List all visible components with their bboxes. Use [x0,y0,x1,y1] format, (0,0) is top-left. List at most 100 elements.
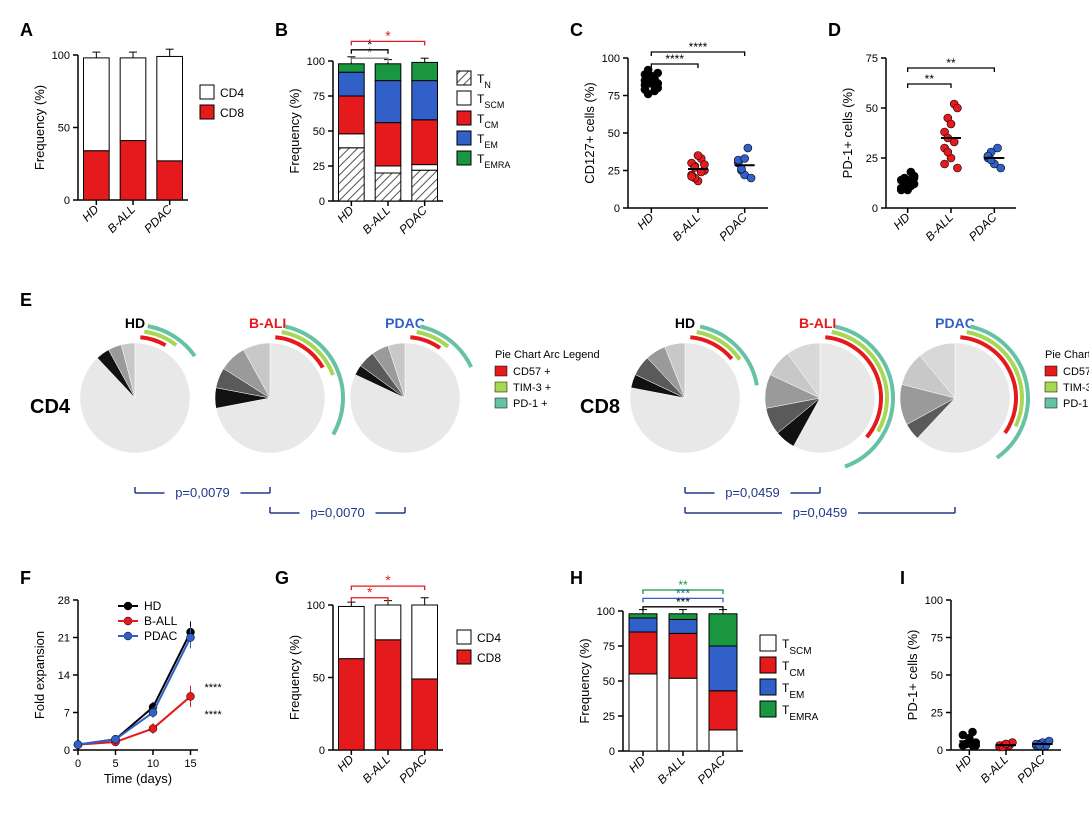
svg-text:PDAC: PDAC [396,752,430,786]
svg-text:Pie Chart Arc Legend: Pie Chart Arc Legend [1045,349,1089,361]
svg-text:HD: HD [334,203,356,225]
svg-text:HD: HD [79,202,101,224]
svg-text:p=0,0459: p=0,0459 [793,505,848,520]
svg-text:25: 25 [608,166,620,178]
svg-text:TEM: TEM [782,681,804,701]
svg-text:TIM-3 +: TIM-3 + [513,382,551,394]
svg-text:B-ALL: B-ALL [360,752,393,785]
svg-text:PD-1 +: PD-1 + [513,398,548,410]
svg-text:PDAC: PDAC [1014,752,1048,786]
svg-text:TIM-3 +: TIM-3 + [1063,382,1089,394]
panel-label-i: I [900,568,905,589]
svg-text:CD127+ cells (%): CD127+ cells (%) [582,82,597,184]
svg-text:TCM: TCM [782,659,805,679]
svg-text:*: * [385,572,391,588]
svg-text:50: 50 [313,126,325,138]
svg-text:28: 28 [58,595,70,607]
svg-text:7: 7 [64,708,70,720]
svg-text:PDAC: PDAC [141,202,175,236]
svg-text:0: 0 [609,746,615,758]
svg-text:10: 10 [147,758,159,770]
svg-text:TEM: TEM [477,132,498,150]
svg-text:5: 5 [112,758,118,770]
svg-text:75: 75 [866,53,878,65]
svg-text:**: ** [925,72,935,86]
svg-text:CD4: CD4 [220,86,244,100]
svg-text:0: 0 [937,745,943,757]
svg-text:PDAC: PDAC [935,315,975,331]
svg-text:25: 25 [931,708,943,720]
svg-text:B-ALL: B-ALL [144,614,178,628]
svg-text:B-ALL: B-ALL [670,210,703,243]
chart-b: 0255075100Frequency (%)HDB-ALLPDACTNTSCM… [285,25,565,265]
svg-text:100: 100 [307,600,325,612]
svg-text:50: 50 [931,670,943,682]
chart-h: 0255075100Frequency (%)HDB-ALLPDACTSCMTC… [575,575,895,815]
svg-text:21: 21 [58,633,70,645]
chart-f: 07142128Fold expansion051015Time (days)H… [30,590,270,815]
svg-text:TN: TN [477,72,491,90]
svg-text:Frequency (%): Frequency (%) [32,85,47,170]
svg-text:75: 75 [313,91,325,103]
svg-text:B-ALL: B-ALL [978,752,1011,785]
svg-text:100: 100 [597,606,615,618]
chart-a: 0 50 100 Frequency (%) HDB-ALLPDAC CD4 CD8 [30,45,270,265]
svg-text:50: 50 [313,673,325,685]
svg-text:50: 50 [608,128,620,140]
svg-text:0: 0 [64,195,70,207]
svg-text:TSCM: TSCM [477,92,504,110]
svg-text:CD8: CD8 [580,396,620,418]
svg-text:B-ALL: B-ALL [360,203,393,236]
svg-text:CD57 +: CD57 + [513,366,551,378]
svg-text:0: 0 [614,203,620,215]
chart-e: CD4CD8HDB-ALLPDACPie Chart Arc LegendCD5… [20,298,1069,558]
svg-text:Pie Chart Arc Legend: Pie Chart Arc Legend [495,349,600,361]
svg-text:CD4: CD4 [30,396,71,418]
svg-text:14: 14 [58,670,70,682]
svg-text:*: * [385,27,391,43]
svg-text:75: 75 [608,91,620,103]
svg-text:p=0,0079: p=0,0079 [175,485,230,500]
svg-text:HD: HD [634,210,656,232]
chart-g: 050100Frequency (%)HDB-ALLPDACCD4CD8** [285,575,565,815]
svg-text:0: 0 [319,196,325,208]
svg-text:****: **** [665,52,684,66]
svg-text:Fold expansion: Fold expansion [32,631,47,719]
svg-text:50: 50 [58,123,70,135]
svg-text:CD8: CD8 [220,106,244,120]
svg-text:**: ** [946,56,956,70]
svg-text:100: 100 [307,56,325,68]
svg-text:Frequency (%): Frequency (%) [577,638,592,723]
svg-text:TEMRA: TEMRA [782,703,819,723]
svg-text:****: **** [689,40,708,54]
svg-text:PD-1 +: PD-1 + [1063,398,1089,410]
svg-text:HD: HD [675,315,695,331]
svg-text:0: 0 [319,745,325,757]
svg-text:75: 75 [931,633,943,645]
svg-text:CD8: CD8 [477,651,501,665]
svg-text:B-ALL: B-ALL [105,202,138,235]
chart-i: 0255075100PD-1+ cells (%)HDB-ALLPDAC [905,590,1075,815]
svg-text:**: ** [678,578,688,592]
svg-text:HD: HD [626,753,648,775]
svg-text:TEMRA: TEMRA [477,152,510,170]
svg-text:HD: HD [891,210,913,232]
svg-text:PDAC: PDAC [396,203,430,237]
panel-label-f: F [20,568,31,589]
svg-text:HD: HD [144,599,162,613]
svg-text:0: 0 [75,758,81,770]
svg-text:PDAC: PDAC [716,210,750,244]
svg-text:25: 25 [866,153,878,165]
svg-text:HD: HD [125,315,145,331]
svg-text:PDAC: PDAC [966,210,1000,244]
svg-text:0: 0 [64,745,70,757]
svg-text:****: **** [205,682,223,694]
panel-label-a: A [20,20,33,41]
svg-text:75: 75 [603,641,615,653]
svg-text:B-ALL: B-ALL [655,753,688,786]
svg-text:Frequency (%): Frequency (%) [287,88,302,173]
chart-d: 0255075PD-1+ cells (%)HDB-ALLPDAC**** [838,30,1068,265]
svg-text:100: 100 [52,50,70,62]
svg-text:p=0,0070: p=0,0070 [310,505,365,520]
svg-text:TSCM: TSCM [782,637,812,657]
